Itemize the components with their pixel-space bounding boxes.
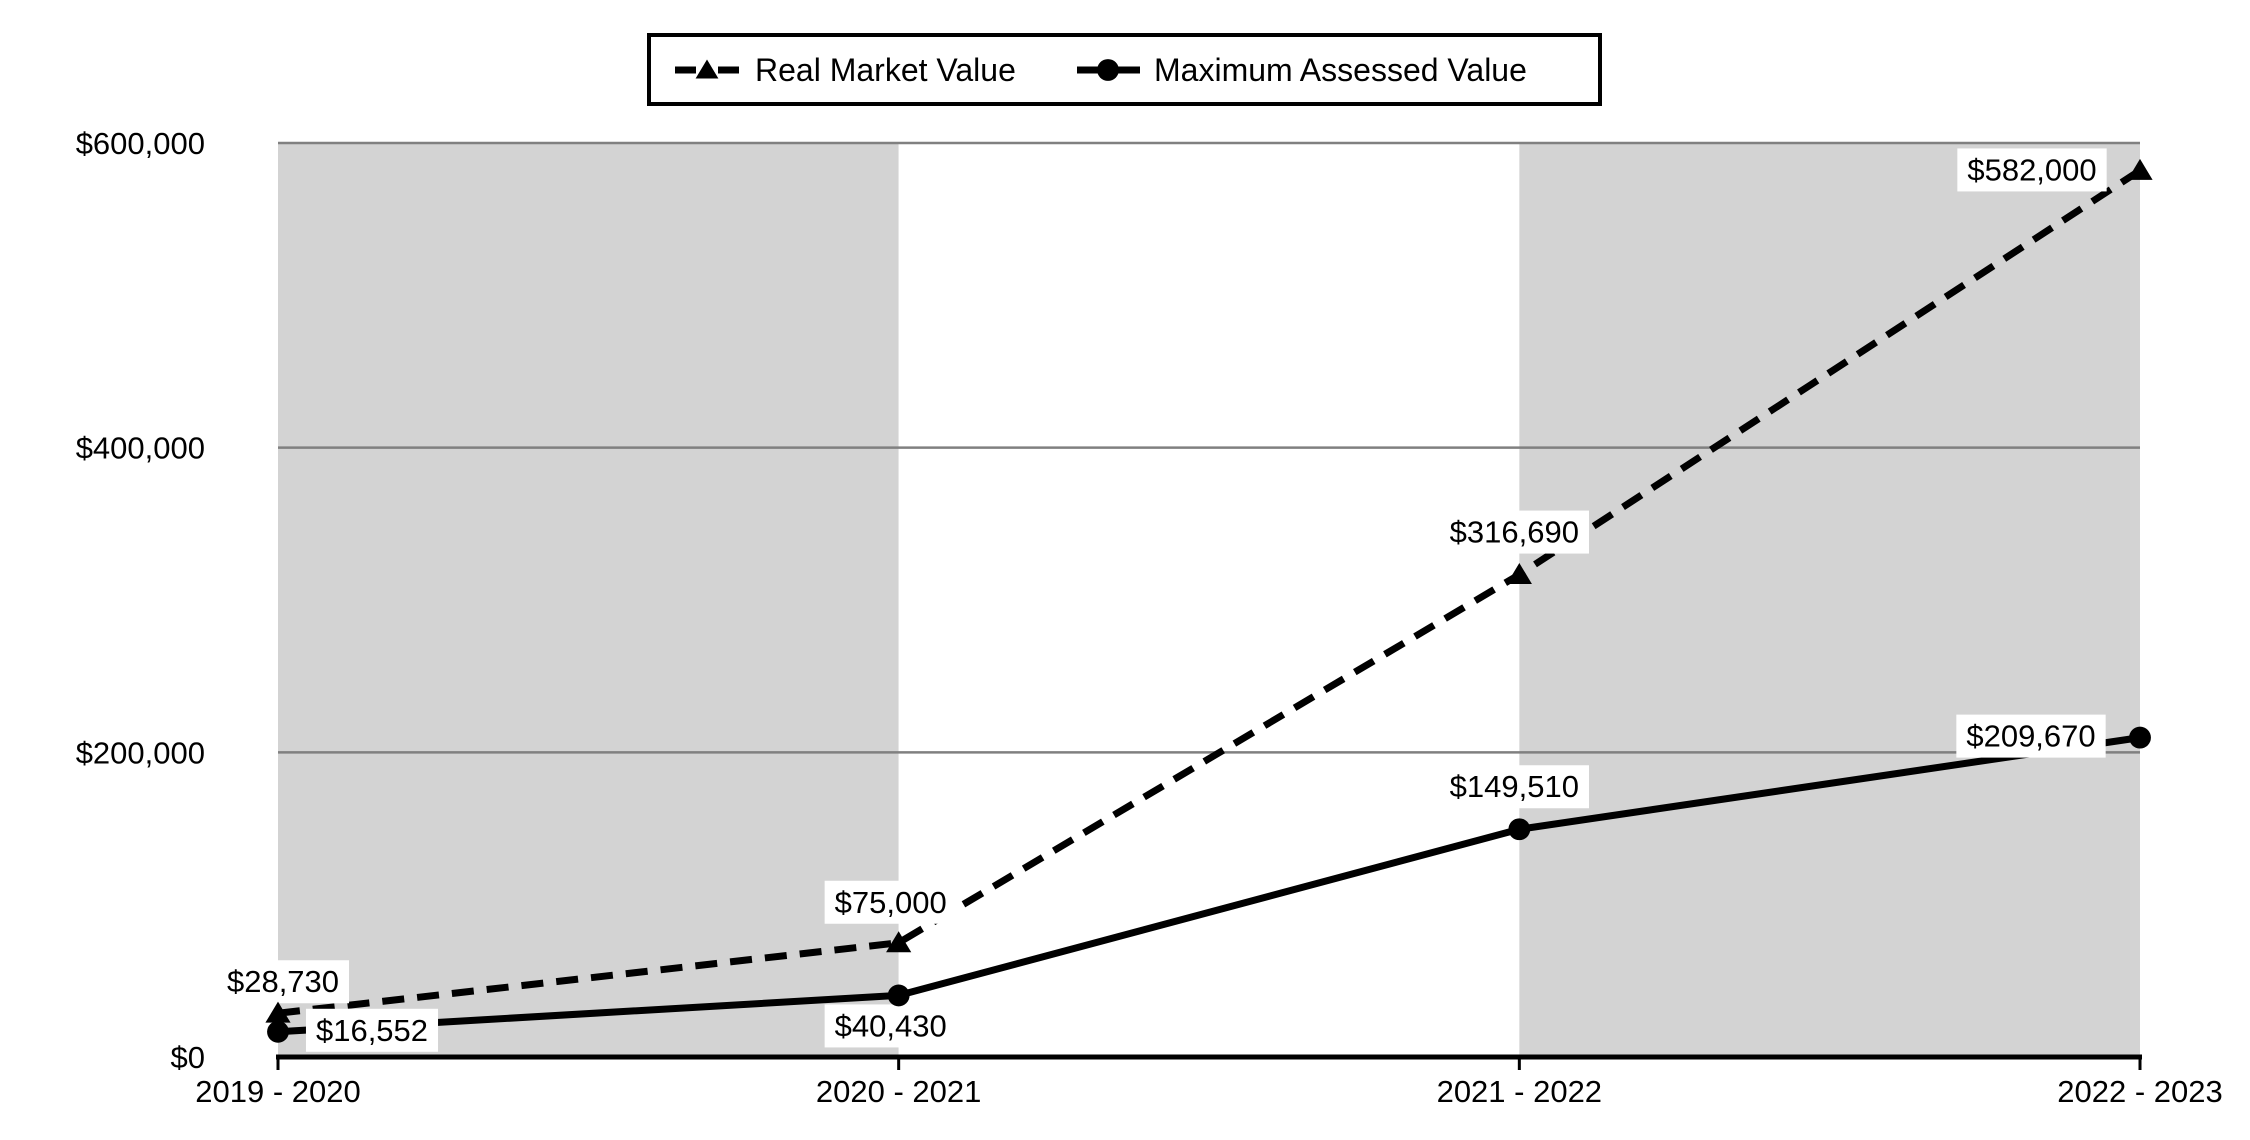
data-label-text: $28,730 (227, 964, 339, 999)
data-label-bg (1956, 714, 2106, 758)
data-label-bg (824, 1004, 957, 1048)
legend-label: Real Market Value (755, 52, 1016, 88)
data-label-text: $316,690 (1450, 515, 1579, 550)
legend-label: Maximum Assessed Value (1154, 52, 1527, 88)
data-label: $149,510 (1439, 765, 1589, 809)
data-label: $40,430 (824, 1004, 957, 1048)
data-label: $582,000 (1957, 148, 2107, 192)
data-label-text: $16,552 (316, 1013, 428, 1048)
y-axis-label: $200,000 (76, 735, 205, 770)
series-line-real-market-value (277, 167, 2142, 1017)
data-labels: $28,730 $75,000 $316,690 $582,000 $16,552 $40… (216, 148, 2107, 1052)
data-label-bg (1957, 148, 2107, 192)
y-axis-label: $400,000 (76, 431, 205, 466)
data-label-bg (216, 960, 350, 1004)
data-label: $16,552 (305, 1008, 439, 1052)
series-lines (277, 167, 2142, 1036)
data-label-bg (824, 880, 957, 924)
circle-marker (2129, 726, 2151, 749)
plot-band (1519, 143, 2140, 1057)
gridlines (278, 141, 2140, 754)
data-label-text: $209,670 (1966, 719, 2095, 754)
data-label-bg (1439, 510, 1589, 554)
data-label: $75,000 (824, 880, 957, 924)
legend-item-maximum-assessed-value: Maximum Assessed Value (1077, 52, 1527, 88)
y-axis-label: $600,000 (76, 126, 205, 161)
legend: Real Market Value Maximum Assessed Value (647, 33, 1602, 106)
triangle-marker (2127, 158, 2153, 180)
x-axis-label: 2020 - 2021 (816, 1074, 981, 1109)
y-axis-label: $0 (171, 1040, 205, 1075)
x-axis-ticks (276, 1057, 2142, 1070)
plot-band (278, 143, 899, 1057)
triangle-marker (886, 931, 912, 953)
x-axis-label: 2021 - 2022 (1437, 1074, 1602, 1109)
circle-marker (267, 1020, 289, 1043)
plot-band (898, 143, 1520, 1057)
circle-marker (1097, 59, 1119, 81)
x-axis-label: 2022 - 2023 (2057, 1074, 2222, 1109)
data-label: $28,730 (216, 960, 350, 1004)
data-label: $209,670 (1956, 714, 2106, 758)
series-markers (265, 158, 2153, 1043)
data-label-text: $40,430 (835, 1008, 947, 1043)
circle-marker (887, 984, 910, 1007)
data-label-bg (1439, 765, 1589, 809)
data-label-text: $149,510 (1450, 769, 1579, 804)
circle-marker (1508, 818, 1531, 841)
series-line-maximum-assessed-value (277, 734, 2141, 1036)
triangle-marker (695, 59, 719, 79)
data-label-bg (305, 1008, 439, 1052)
x-axis-labels: 2019 - 2020 2020 - 2021 2021 - 2022 2022 - … (195, 1074, 2222, 1109)
data-label: $316,690 (1439, 510, 1589, 554)
y-axis-labels: $0 $200,000 $400,000 $600,000 (76, 126, 205, 1075)
triangle-marker (1506, 563, 1532, 585)
legend-item-real-market-value: Real Market Value (675, 52, 1016, 88)
x-axis-label: 2019 - 2020 (195, 1074, 360, 1109)
data-label-text: $75,000 (835, 885, 947, 920)
triangle-marker (265, 1001, 291, 1023)
plot-bands (278, 143, 2140, 1057)
data-label-text: $582,000 (1967, 152, 2096, 187)
